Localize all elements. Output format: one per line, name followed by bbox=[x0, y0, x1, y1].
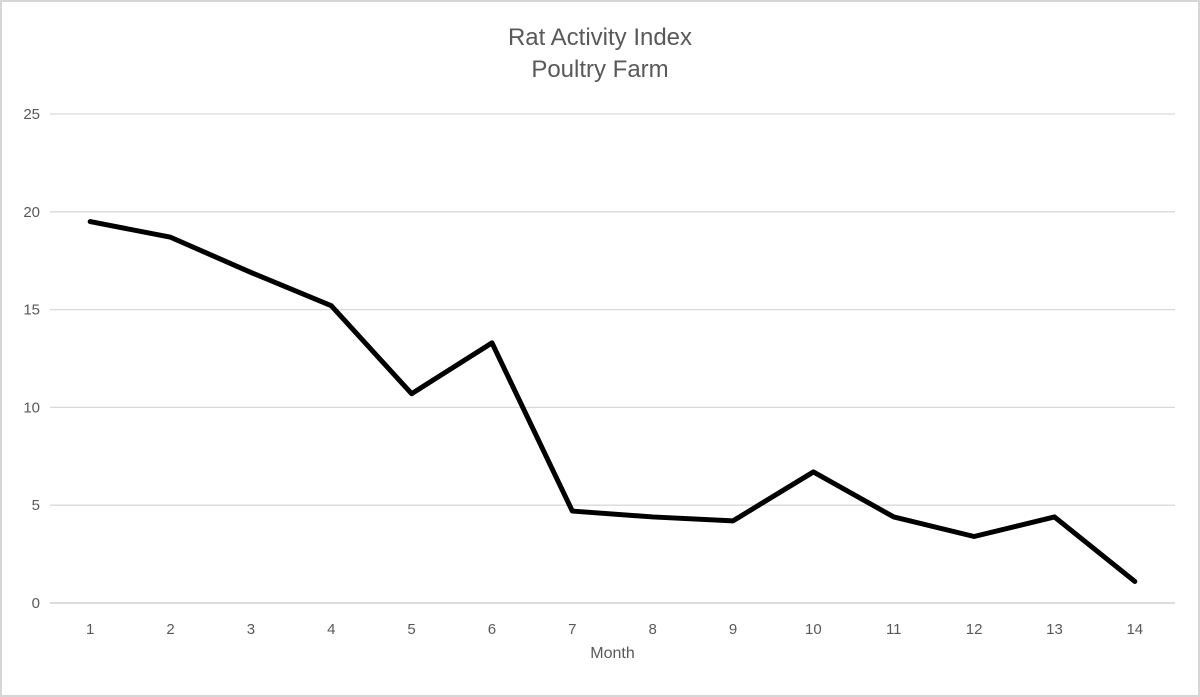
x-axis-title: Month bbox=[590, 645, 635, 662]
x-axis-tick-label: 1 bbox=[86, 621, 94, 638]
x-axis-tick-label: 5 bbox=[407, 621, 415, 638]
y-axis-tick-label: 5 bbox=[32, 497, 40, 514]
y-axis-tick-label: 10 bbox=[23, 399, 40, 416]
y-axis-tick-label: 20 bbox=[23, 204, 40, 221]
x-axis-tick-label: 2 bbox=[166, 621, 174, 638]
x-axis-tick-label: 7 bbox=[568, 621, 576, 638]
chart-subtitle: Poultry Farm bbox=[531, 56, 669, 83]
y-axis-tick-label: 15 bbox=[23, 302, 40, 319]
x-axis-tick-label: 14 bbox=[1126, 621, 1143, 638]
x-axis-tick-label: 4 bbox=[327, 621, 335, 638]
chart-title: Rat Activity Index bbox=[507, 24, 693, 51]
x-axis-tick-label: 8 bbox=[649, 621, 657, 638]
x-axis-tick-label: 3 bbox=[247, 621, 255, 638]
x-axis-tick-label: 11 bbox=[886, 621, 902, 638]
y-axis-tick-label: 25 bbox=[23, 106, 40, 123]
data-line-series bbox=[87, 219, 1138, 584]
x-axis-tick-label: 12 bbox=[966, 621, 983, 638]
x-axis-tick-label: 10 bbox=[805, 621, 822, 638]
x-axis-tick-label: 9 bbox=[729, 621, 737, 638]
x-axis-tick-label: 13 bbox=[1046, 621, 1063, 638]
y-axis-tick-label: 0 bbox=[32, 595, 40, 612]
x-axis-tick-label: 6 bbox=[488, 621, 496, 638]
